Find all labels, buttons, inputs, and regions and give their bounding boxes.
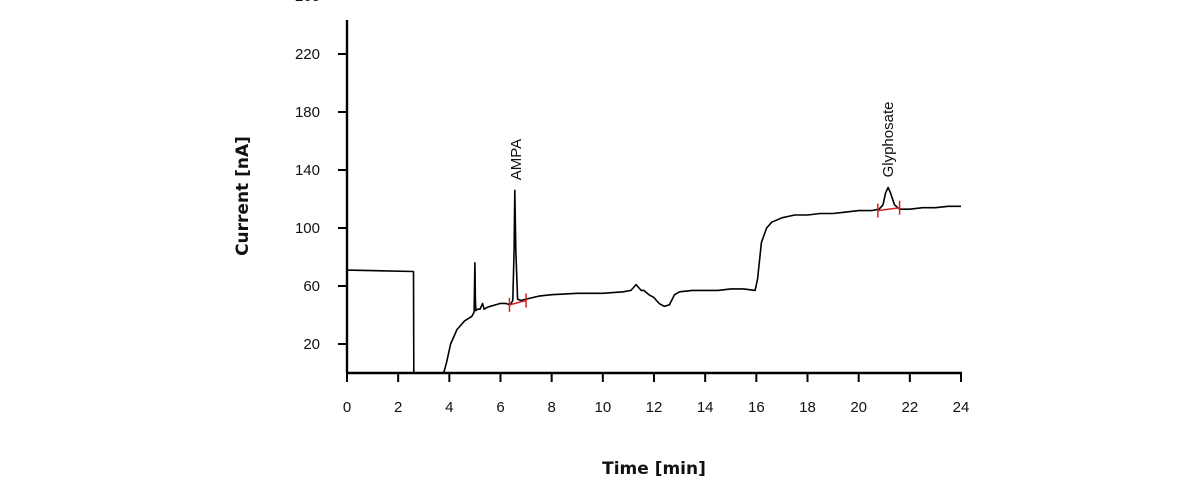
x-tick-label: 14 <box>697 399 714 416</box>
x-tick-label: 6 <box>496 399 504 416</box>
x-tick-label: 18 <box>799 399 816 416</box>
peak-annotations: AMPA Glyphosate <box>508 102 897 181</box>
x-tick-label: 16 <box>748 399 765 416</box>
axes <box>345 20 962 375</box>
x-tick-label: 22 <box>901 399 918 416</box>
x-tick-label: 4 <box>445 399 453 416</box>
integration-marks <box>508 200 901 312</box>
x-tick-label: 24 <box>953 399 970 416</box>
y-tick-label: 140 <box>295 162 320 179</box>
x-tick-label: 20 <box>850 399 867 416</box>
ticks: 0246810121416182022242060100140180220260 <box>295 0 969 416</box>
x-tick-label: 8 <box>547 399 555 416</box>
y-tick-label: 100 <box>295 220 320 237</box>
y-tick-label: 20 <box>303 336 320 353</box>
baseline-mark <box>509 299 527 306</box>
y-tick-label: 220 <box>295 46 320 63</box>
baseline-mark <box>877 206 900 212</box>
x-tick-label: 2 <box>394 399 402 416</box>
y-axis-title: Current [nA] <box>233 136 253 256</box>
peak-label: AMPA <box>508 139 525 180</box>
plot-area <box>346 186 961 374</box>
y-tick-label: 60 <box>303 278 320 295</box>
x-tick-label: 0 <box>343 399 351 416</box>
peak-label: Glyphosate <box>880 102 897 178</box>
y-tick-label: 180 <box>295 104 320 121</box>
y-tick-label: 260 <box>295 0 320 5</box>
x-axis-title: Time [min] <box>602 459 706 479</box>
x-tick-label: 10 <box>594 399 611 416</box>
x-tick-label: 12 <box>646 399 663 416</box>
series-line <box>346 186 961 374</box>
